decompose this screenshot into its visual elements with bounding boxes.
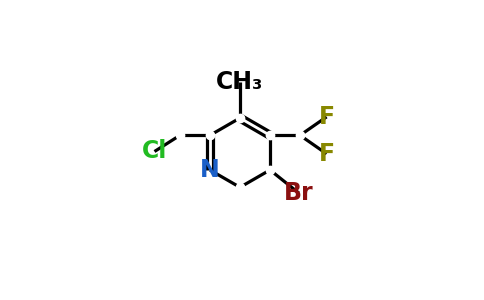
Text: Br: Br [284, 181, 314, 205]
Text: CH₃: CH₃ [216, 70, 264, 94]
Text: F: F [318, 105, 334, 129]
Text: N: N [200, 158, 220, 182]
Text: Cl: Cl [142, 140, 167, 164]
Text: F: F [318, 142, 334, 166]
